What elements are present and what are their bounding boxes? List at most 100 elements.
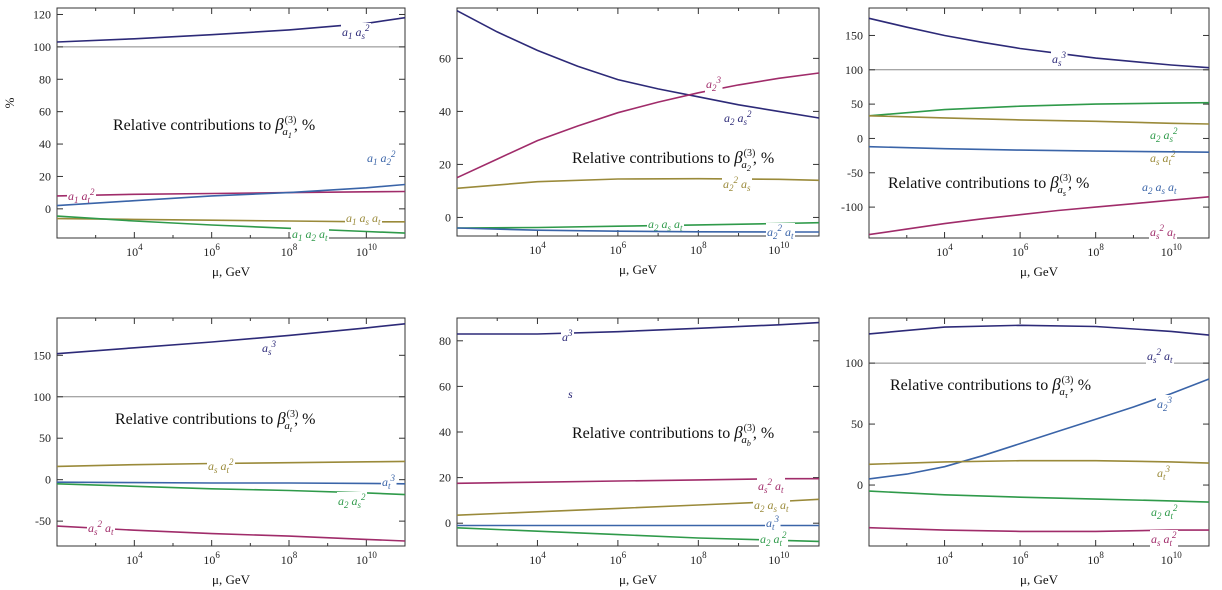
tick-label: -50 <box>35 514 51 528</box>
series-line <box>456 9 820 119</box>
tick-label: 106 <box>1012 242 1029 259</box>
series-label: a2 at2 <box>760 530 787 548</box>
tick-label: 40 <box>439 425 451 439</box>
series-label-bg <box>67 187 97 205</box>
series-label: a2 as2 <box>338 492 366 510</box>
tick-label: 104 <box>126 242 143 259</box>
series-label: as at2 <box>208 457 234 475</box>
tick-label: 80 <box>39 72 51 86</box>
tick-label: 50 <box>851 97 863 111</box>
chart-panel-1: 104 106 108 1010 0 20 40 60 80 100 120 μ, GeV% a1 as… <box>2 7 406 279</box>
plot-frame <box>868 7 1210 239</box>
series-line <box>56 183 406 207</box>
tick-label: 0 <box>857 131 863 145</box>
series-label: a23 <box>706 75 722 93</box>
series-label: a1 at2 <box>68 187 95 205</box>
series-line <box>456 72 820 179</box>
chart-title: Relative contributions to β(3) a1, % <box>113 115 315 140</box>
series-label: as at2 <box>1151 530 1177 548</box>
series-label-bg <box>759 530 789 548</box>
tick-label: 104 <box>126 550 143 567</box>
tick-label: 80 <box>439 334 451 348</box>
tick-label: 104 <box>936 242 953 259</box>
series-line <box>456 221 820 229</box>
series-label-bg <box>1149 223 1178 241</box>
chart-title: Relative contributions to β(3) at, % <box>115 409 315 434</box>
series-line <box>868 101 1210 117</box>
tick-label: 40 <box>39 137 51 151</box>
tick-label: 1010 <box>1161 242 1183 259</box>
series-line <box>56 483 406 496</box>
tick-label: 104 <box>936 550 953 567</box>
tick-label: 108 <box>690 550 707 567</box>
chart-panel-5: 104 106 108 1010 0 20 40 60 80 μ, GeV a3 as2 at a2 a… <box>439 317 820 587</box>
series-label-bg <box>722 175 752 193</box>
series-label: as2 at <box>88 519 114 537</box>
series-label: a2 at2 <box>1151 503 1178 521</box>
tick-label: 40 <box>439 104 451 118</box>
series-label-bg <box>1150 530 1179 548</box>
plot-frame <box>56 317 406 547</box>
series-label-bg <box>1146 347 1175 365</box>
chart-panel-4: 104 106 108 1010 -50 0 50 100 150 μ, GeV as3 as at2… <box>33 317 406 587</box>
tick-label: 100 <box>33 40 51 54</box>
series-label-bg <box>341 23 372 41</box>
tick-label: 20 <box>439 471 451 485</box>
series-line <box>456 227 819 233</box>
tick-label: -100 <box>841 200 863 214</box>
series-label: a2 as at <box>1142 180 1177 196</box>
series-label-bg <box>1150 503 1180 521</box>
tick-label: 60 <box>439 51 451 65</box>
tick-label: 106 <box>203 550 220 567</box>
series-label-bg <box>345 211 383 227</box>
tick-label: 100 <box>845 356 863 370</box>
series-line <box>868 324 1210 336</box>
series-line <box>868 115 1210 125</box>
series-line <box>56 215 406 234</box>
y-axis-label: % <box>2 97 17 108</box>
series-label-bg <box>723 109 754 127</box>
series-line <box>868 196 1210 236</box>
tick-label: 150 <box>33 348 51 362</box>
series-label-bg <box>1156 395 1174 413</box>
series-line <box>56 190 406 197</box>
tick-label: 50 <box>39 431 51 445</box>
tick-label: 1010 <box>768 550 790 567</box>
series-label: at3 <box>766 514 780 532</box>
series-label: a2 as at <box>754 498 789 514</box>
chart-title: Relative contributions to β(3) ab, % <box>572 423 774 448</box>
series-label: a3 <box>562 328 573 344</box>
plot-frame <box>456 7 820 237</box>
plot-frame <box>868 317 1210 547</box>
series-line <box>456 477 819 485</box>
tick-label: 1010 <box>356 550 378 567</box>
tick-label: 106 <box>203 242 220 259</box>
series-line <box>457 321 820 335</box>
series-label-bg <box>757 477 786 495</box>
tick-label: 0 <box>857 478 863 492</box>
chart-title: Relative contributions to β(3) as, % <box>888 173 1089 198</box>
tick-label: 0 <box>45 202 51 216</box>
x-axis-label: μ, GeV <box>212 264 251 279</box>
series-label-bg <box>1051 50 1068 68</box>
tick-label: 0 <box>45 473 51 487</box>
series-label: as2 at <box>758 477 784 495</box>
series-line <box>868 490 1210 503</box>
tick-label: 106 <box>610 240 627 257</box>
series-line <box>56 16 406 43</box>
tick-label: 120 <box>33 7 51 21</box>
tick-label: 108 <box>281 242 298 259</box>
series-label: as2 at <box>1147 347 1173 365</box>
series-label-bg <box>1156 464 1172 482</box>
tick-label: 20 <box>439 157 451 171</box>
series-label: a2 as at <box>648 217 683 233</box>
series-label-bg <box>1141 180 1179 196</box>
series-label: a1 as at <box>346 211 381 227</box>
series-label: a2 as2 <box>1150 126 1178 144</box>
series-label: as3 <box>1052 50 1067 68</box>
tick-label: 104 <box>529 240 546 257</box>
x-axis-label: μ, GeV <box>619 572 658 587</box>
series-label: a22 at <box>767 223 794 241</box>
